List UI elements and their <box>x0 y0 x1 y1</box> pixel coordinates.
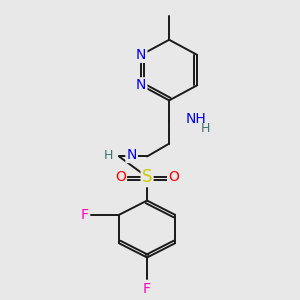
Text: F: F <box>143 282 151 296</box>
Text: O: O <box>115 170 126 184</box>
Text: N: N <box>136 48 146 62</box>
Text: N: N <box>126 148 137 162</box>
Text: F: F <box>80 208 88 222</box>
Text: NH: NH <box>185 112 206 127</box>
Text: S: S <box>142 168 152 186</box>
Text: H: H <box>104 148 113 161</box>
Text: N: N <box>136 78 146 92</box>
Text: H: H <box>201 122 210 134</box>
Text: O: O <box>168 170 179 184</box>
